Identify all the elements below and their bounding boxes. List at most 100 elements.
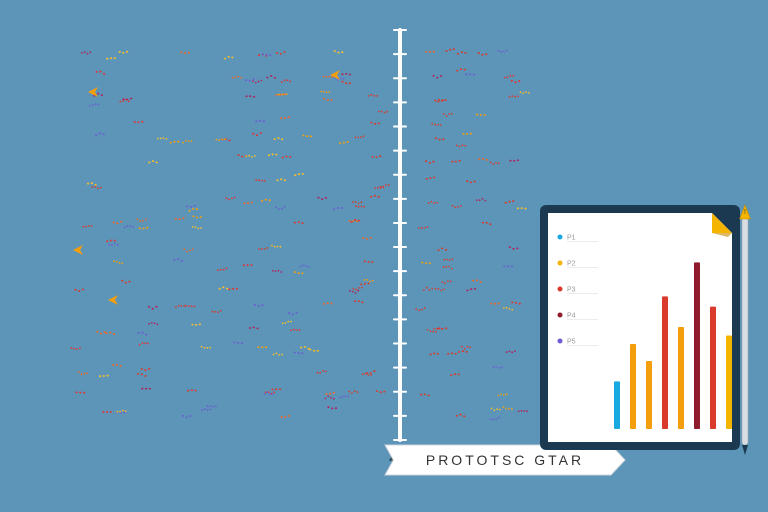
scatter-dash	[380, 187, 382, 189]
scatter-dash	[100, 333, 102, 335]
scatter-dash	[103, 133, 105, 135]
scatter-dash	[350, 221, 352, 223]
scatter-dash	[151, 322, 153, 324]
scatter-dash	[495, 162, 497, 164]
legend-dot	[558, 339, 563, 344]
scatter-dash	[515, 302, 517, 304]
scatter-dash	[196, 217, 198, 219]
scatter-dash	[270, 75, 272, 77]
scatter-dash	[294, 352, 296, 354]
scatter-dash	[429, 262, 431, 264]
scatter-dash	[481, 54, 483, 56]
scatter-dash	[281, 138, 283, 140]
scatter-dash	[265, 54, 267, 56]
scatter-dash	[456, 145, 458, 147]
scatter-dash	[125, 410, 127, 412]
scatter-dash	[154, 322, 156, 324]
scatter-dash	[330, 303, 332, 305]
scatter-dash	[381, 111, 383, 113]
scatter-dash	[420, 394, 422, 396]
scatter-dash	[433, 177, 435, 179]
scatter-dash	[428, 202, 430, 204]
scatter-dash	[449, 49, 451, 51]
scatter-dash	[485, 53, 487, 55]
scatter-dash	[275, 270, 277, 272]
scatter-dash	[451, 113, 453, 115]
scatter-dash	[250, 264, 252, 266]
scatter-dash	[508, 408, 510, 410]
scatter-dash	[87, 183, 89, 185]
scatter-dash	[333, 392, 335, 394]
scatter-dash	[322, 370, 324, 372]
scatter-dash	[441, 248, 443, 250]
scatter-dash	[480, 114, 482, 116]
scatter-dash	[232, 77, 234, 79]
scatter-dash	[232, 288, 234, 290]
scatter-dash	[435, 288, 437, 290]
scatter-dash	[98, 104, 100, 106]
scatter-dash	[474, 181, 476, 183]
scatter-dash	[99, 71, 101, 73]
scatter-dash	[462, 133, 464, 135]
scatter-dash	[148, 162, 150, 164]
scatter-dash	[299, 329, 301, 331]
scatter-dash	[348, 391, 350, 393]
scatter-dash	[265, 346, 267, 348]
scatter-dash	[440, 75, 442, 77]
scatter-dash	[354, 300, 356, 302]
legend-dot	[558, 287, 563, 292]
scatter-dash	[433, 51, 435, 53]
scatter-dash	[119, 51, 121, 53]
scatter-dash	[97, 188, 99, 190]
scatter-dash	[252, 133, 254, 135]
scatter-dash	[155, 306, 157, 308]
scatter-dash	[255, 179, 257, 181]
scatter-dash	[191, 140, 193, 142]
scatter-dash	[354, 390, 356, 392]
scatter-dash	[496, 408, 498, 410]
scatter-dash	[106, 411, 108, 413]
scatter-dash	[91, 225, 93, 227]
scatter-dash	[97, 93, 99, 95]
scatter-dash	[233, 342, 235, 344]
scatter-dash	[141, 388, 143, 390]
scatter-dash	[464, 145, 466, 147]
scatter-dash	[88, 225, 90, 227]
scatter-dash	[192, 226, 194, 228]
scatter-dash	[252, 80, 254, 82]
scatter-dash	[289, 81, 291, 83]
scatter-dash	[380, 391, 382, 393]
scatter-dash	[374, 195, 376, 197]
scatter-dash	[278, 94, 280, 96]
scatter-dash	[325, 393, 327, 395]
bar	[662, 296, 668, 429]
scatter-dash	[144, 369, 146, 371]
scatter-dash	[494, 303, 496, 305]
scatter-dash	[110, 57, 112, 59]
scatter-dash	[231, 198, 233, 200]
scatter-dash	[119, 101, 121, 103]
scatter-dash	[277, 246, 279, 248]
scatter-dash	[264, 248, 266, 250]
scatter-dash	[493, 366, 495, 368]
scatter-dash	[460, 205, 462, 207]
scatter-dash	[300, 347, 302, 349]
scatter-dash	[486, 159, 488, 161]
scatter-dash	[440, 124, 442, 126]
scatter-dash	[517, 159, 519, 161]
scatter-dash	[421, 309, 423, 311]
scatter-dash	[249, 327, 251, 329]
scatter-dash	[277, 137, 279, 139]
scatter-dash	[157, 323, 159, 325]
scatter-dash	[175, 218, 177, 220]
scatter-dash	[299, 266, 301, 268]
scatter-dash	[461, 51, 463, 53]
scatter-dash	[281, 81, 283, 83]
scatter-dash	[196, 208, 198, 210]
scatter-dash	[183, 248, 185, 250]
scatter-dash	[506, 351, 508, 353]
scatter-dash	[282, 323, 284, 325]
scatter-dash	[469, 73, 471, 75]
scatter-dash	[321, 198, 323, 200]
scatter-dash	[209, 347, 211, 349]
